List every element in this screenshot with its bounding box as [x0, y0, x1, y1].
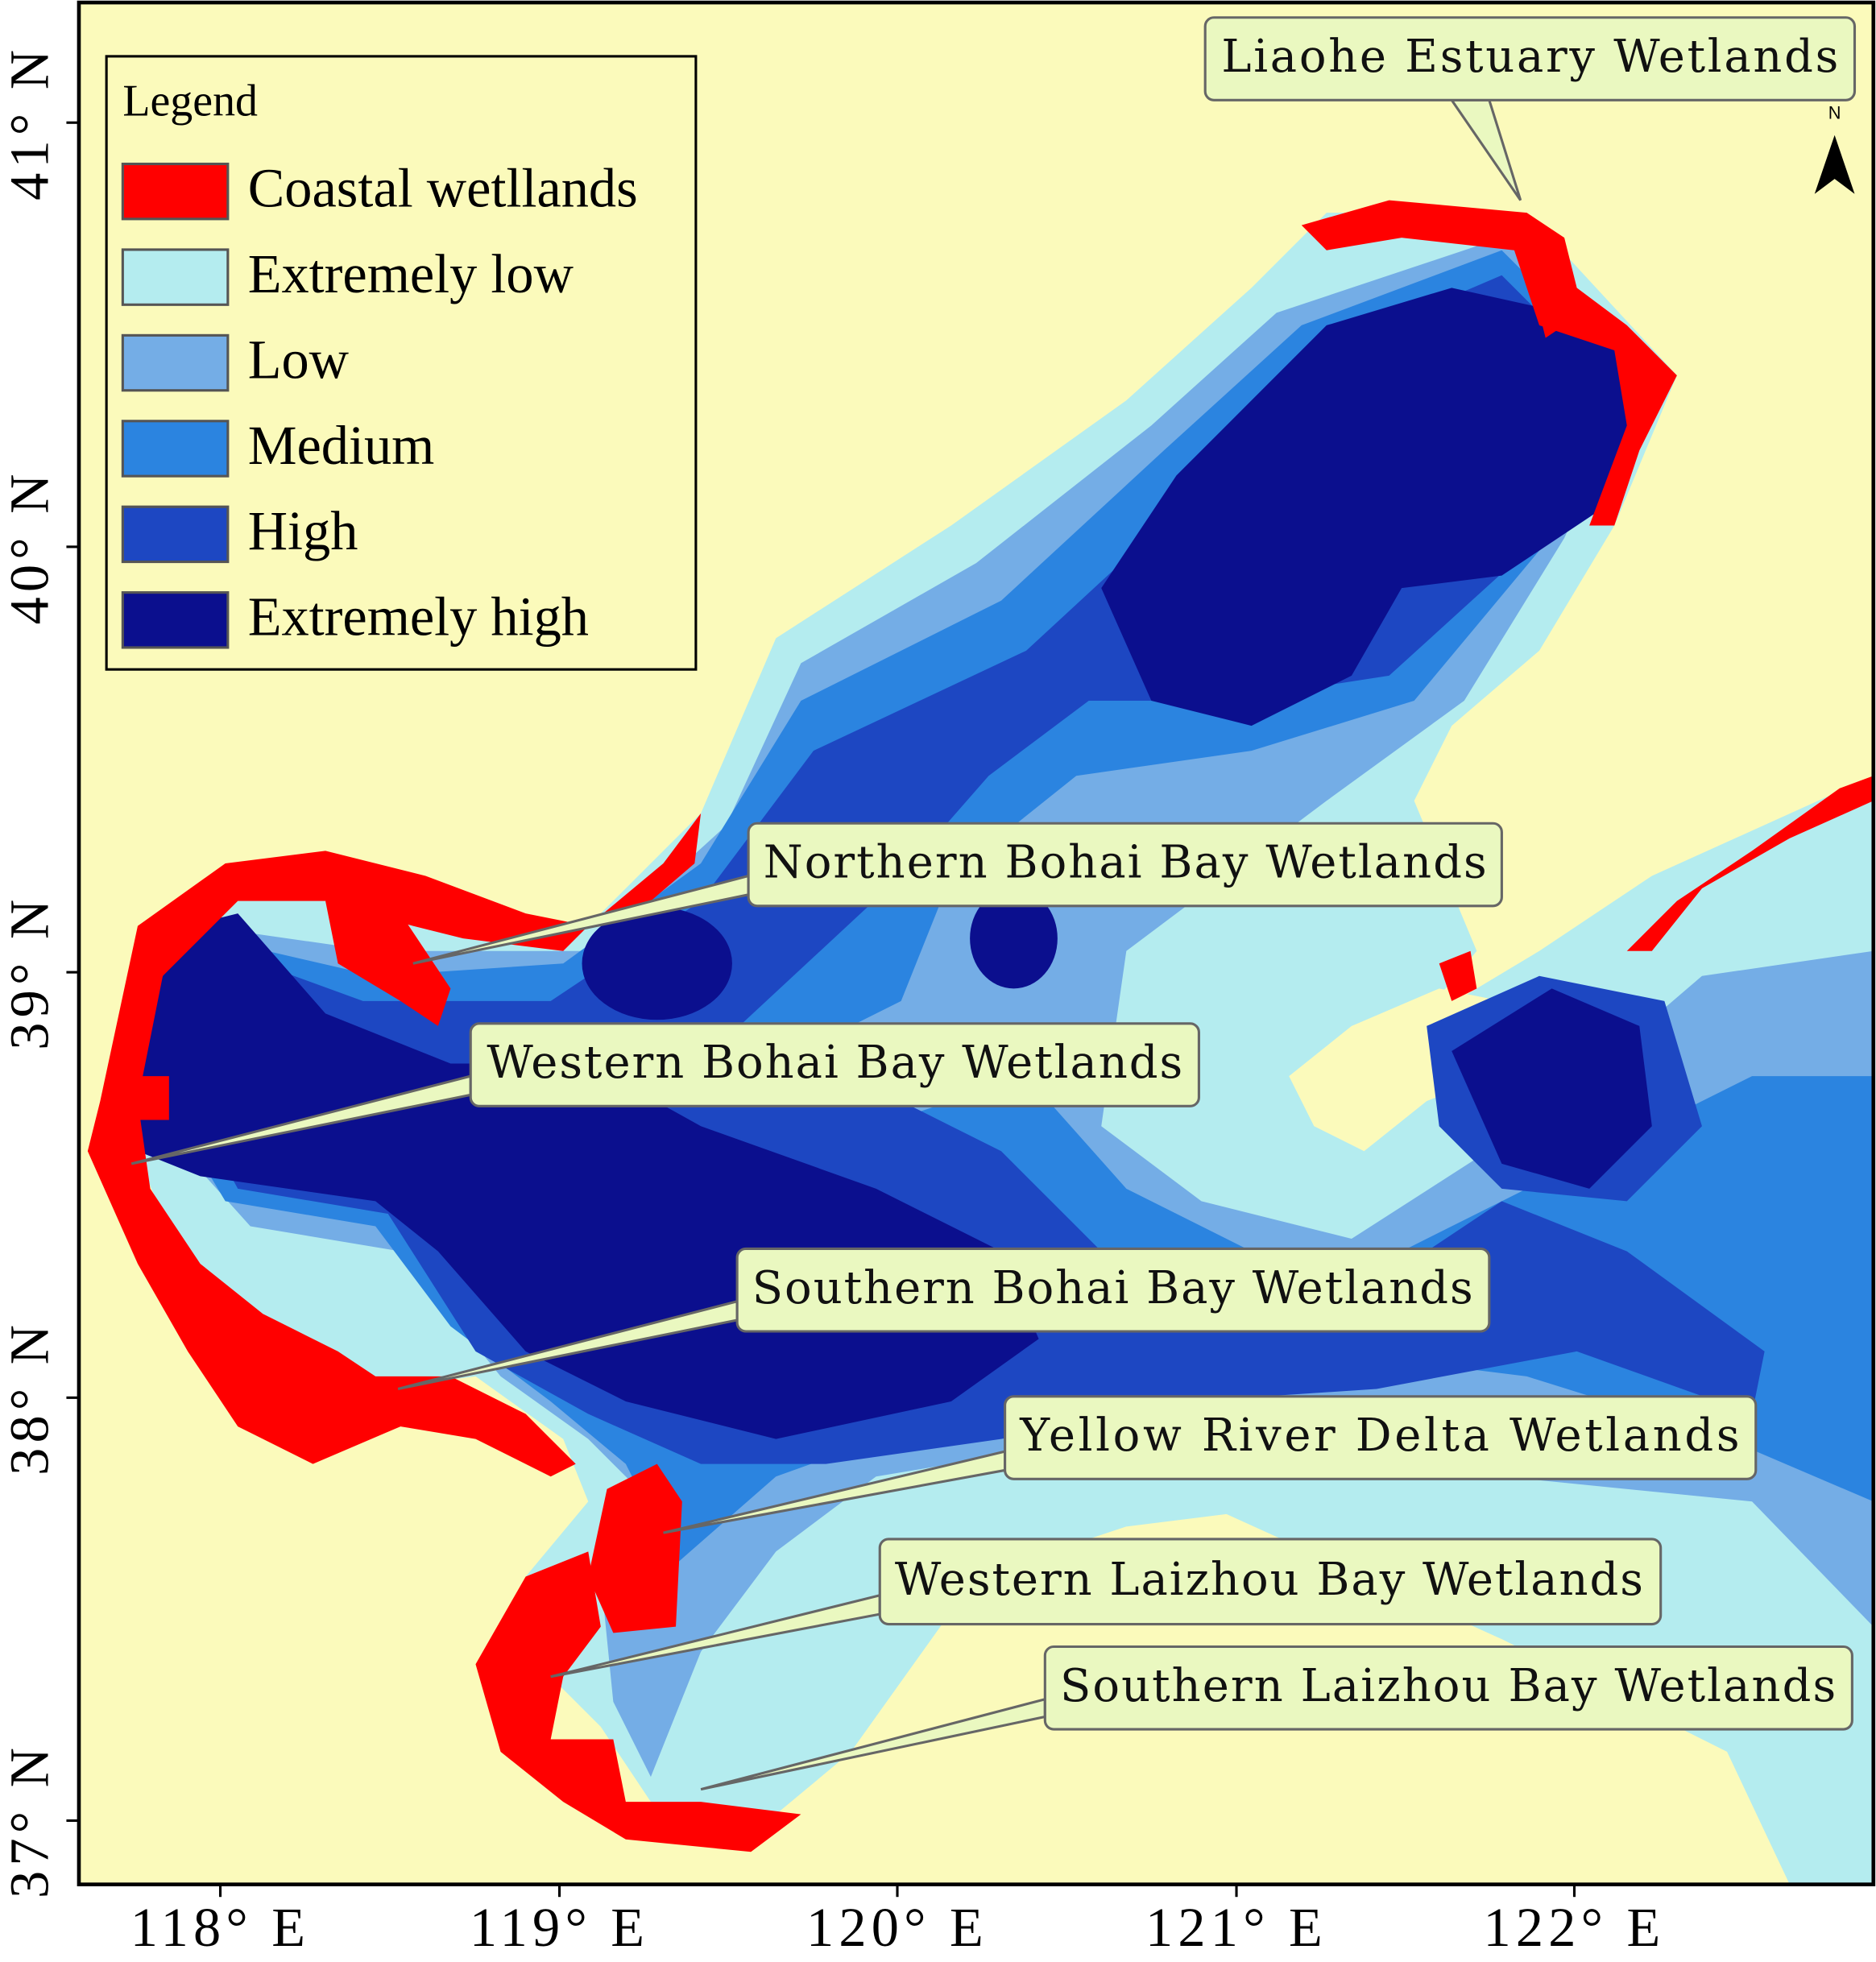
callout: Southern Bohai Bay Wetlands	[397, 1247, 1491, 1390]
legend-swatch	[121, 591, 230, 649]
legend-label: Coastal wetllands	[248, 157, 638, 218]
callout-label: Liaohe Estuary Wetlands	[1221, 31, 1838, 83]
x-tick-label: 120° E	[806, 1897, 988, 1958]
callout-label: Northern Bohai Bay Wetlands	[764, 837, 1487, 889]
sea-extremely-high	[1452, 988, 1652, 1189]
callout-label: Southern Laizhou Bay Wetlands	[1060, 1660, 1836, 1712]
callout-label: Southern Bohai Bay Wetlands	[752, 1262, 1473, 1314]
sea-extremely-high	[970, 888, 1058, 989]
north-arrow: N	[1814, 103, 1855, 194]
legend-swatch	[121, 333, 230, 392]
legend-label: High	[248, 500, 358, 561]
y-tick-label: 41° N	[0, 45, 60, 201]
callout-box	[1203, 16, 1857, 101]
legend-label: Extremely low	[248, 243, 574, 304]
map-border	[77, 0, 1876, 1887]
legend-items: Coastal wetllands Extremely low Low Medium H…	[121, 157, 638, 649]
x-tick-label: 119° E	[470, 1897, 649, 1958]
y-tick-label: 37° N	[0, 1743, 60, 1898]
y-tick-label: 40° N	[0, 469, 60, 624]
callout-label: Western Bohai Bay Wetlands	[487, 1037, 1182, 1089]
x-tick-label: 122° E	[1484, 1897, 1666, 1958]
callout-box	[735, 1247, 1491, 1333]
legend-label: Medium	[248, 415, 435, 476]
legend-swatch	[121, 248, 230, 306]
x-tick-label: 121° E	[1145, 1897, 1327, 1958]
callout: Southern Laizhou Bay Wetlands	[700, 1645, 1853, 1791]
callout-box	[747, 822, 1503, 908]
callout-box	[1004, 1395, 1758, 1480]
graticule-ticks	[66, 121, 1576, 1898]
legend-label: Low	[248, 329, 350, 390]
y-tick-label: 38° N	[0, 1320, 60, 1476]
callout-label: Yellow River Delta Wetlands	[1019, 1409, 1739, 1462]
x-tick-label: 118° E	[130, 1897, 310, 1958]
sea-extremely-high	[582, 907, 732, 1020]
legend: Legend Coastal wetllands Extremely low Low…	[105, 55, 698, 671]
callout-box	[1043, 1645, 1853, 1731]
callout-box	[469, 1022, 1200, 1107]
callout: Western Laizhou Bay Wetlands	[550, 1538, 1663, 1678]
callouts: Liaohe Estuary Wetlands Northern Bohai B…	[130, 16, 1857, 1791]
legend-label: Extremely high	[248, 586, 589, 648]
legend-swatch	[121, 420, 230, 478]
legend-swatch	[121, 162, 230, 221]
y-tick-label: 39° N	[0, 895, 60, 1050]
callout: Yellow River Delta Wetlands	[663, 1395, 1758, 1534]
callout: Western Bohai Bay Wetlands	[130, 1022, 1200, 1165]
callout-box	[878, 1538, 1663, 1626]
legend-title: Legend	[122, 76, 258, 126]
sea-extremely-high	[1101, 288, 1665, 726]
callout: Liaohe Estuary Wetlands	[1203, 16, 1857, 201]
north-label: N	[1828, 103, 1841, 123]
callout: Northern Bohai Bay Wetlands	[412, 822, 1503, 965]
legend-swatch	[121, 505, 230, 564]
arrow	[1814, 135, 1855, 194]
